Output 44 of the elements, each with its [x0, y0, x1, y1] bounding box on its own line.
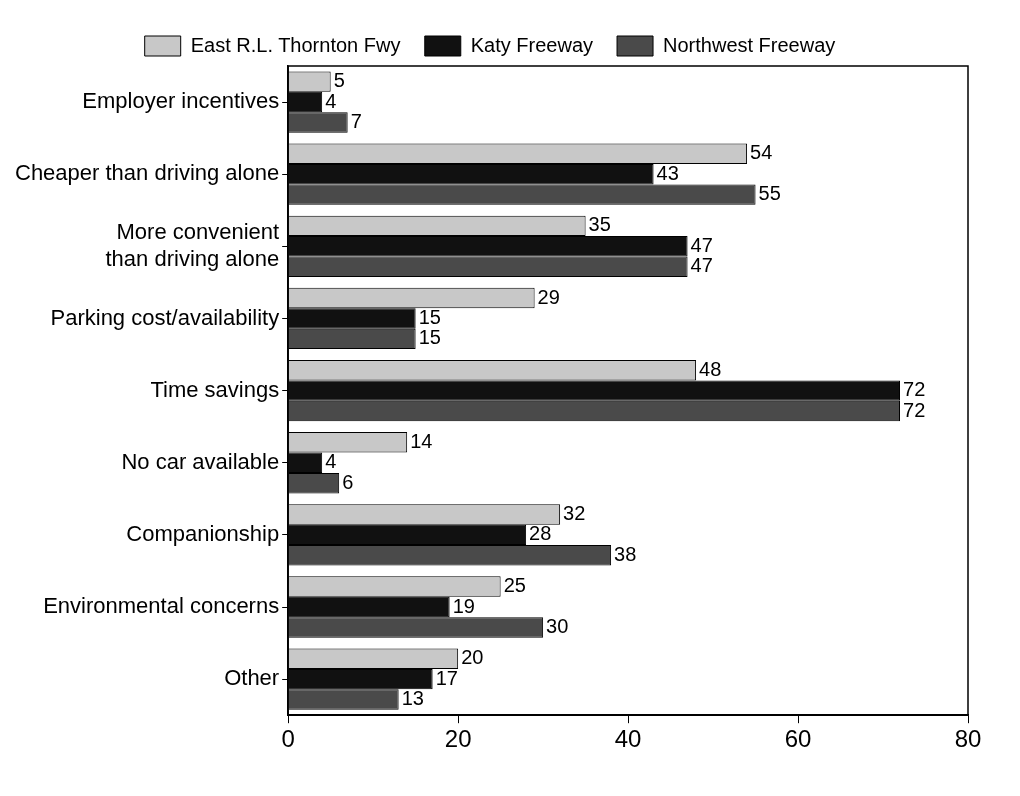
data-label: 47 [690, 233, 713, 256]
data-label: 17 [435, 666, 458, 689]
data-label: 14 [410, 429, 433, 452]
y-tick-label: Companionship [126, 520, 280, 546]
data-label: 32 [563, 501, 586, 524]
data-label: 15 [418, 305, 441, 328]
data-label: 19 [452, 594, 475, 617]
x-tick-label: 20 [444, 725, 472, 753]
data-label: 30 [546, 614, 569, 637]
y-tick-label: Employer incentives [82, 88, 280, 114]
data-label: 5 [333, 69, 345, 92]
y-tick-label: Time savings [150, 376, 280, 402]
x-tick-label: 40 [614, 725, 642, 753]
data-label: 28 [529, 522, 552, 545]
data-label: 15 [418, 326, 441, 349]
x-tick-label: 80 [954, 725, 982, 753]
data-label: 43 [656, 161, 679, 184]
y-tick-label: Environmental concerns [43, 593, 280, 619]
data-label: 13 [401, 687, 424, 710]
legend-label: Northwest Freeway [663, 33, 836, 56]
legend-label: Katy Freeway [470, 33, 594, 56]
data-label: 29 [537, 285, 560, 308]
data-label: 48 [699, 357, 722, 380]
data-label: 35 [588, 213, 611, 236]
data-label: 4 [325, 89, 337, 112]
y-tick-label: No car available [121, 448, 280, 474]
data-label: 72 [903, 398, 926, 421]
data-label: 54 [750, 141, 773, 164]
y-tick-label: Cheaper than driving alone [15, 160, 280, 186]
data-label: 38 [614, 542, 637, 565]
legend-label: East R.L. Thornton Fwy [190, 33, 401, 56]
data-label: 20 [461, 646, 484, 669]
data-label: 72 [903, 378, 926, 401]
data-label: 25 [503, 574, 526, 597]
x-tick-label: 60 [784, 725, 812, 753]
data-label: 47 [690, 254, 713, 277]
data-label: 6 [342, 470, 354, 493]
data-label: 4 [325, 450, 337, 473]
data-label: 55 [758, 182, 781, 205]
y-tick-label: Other [224, 665, 280, 691]
y-tick-label: More convenient than driving alone [105, 219, 280, 271]
data-label: 7 [350, 110, 362, 133]
y-tick-label: Parking cost/availability [50, 304, 280, 330]
x-tick-label: 0 [281, 725, 295, 753]
